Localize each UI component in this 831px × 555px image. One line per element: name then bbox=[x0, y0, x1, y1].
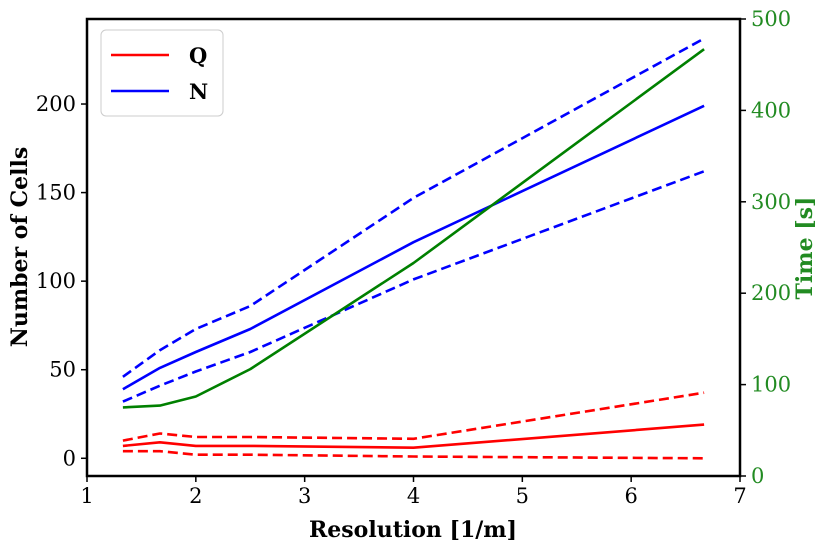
series-line-time bbox=[122, 48, 705, 409]
y-tick-label-50: 50 bbox=[49, 358, 76, 382]
series-line-n bbox=[122, 104, 705, 391]
plot-frame bbox=[85, 17, 742, 478]
series-line-q bbox=[122, 423, 705, 450]
series-line-q-lower bbox=[122, 449, 705, 460]
y2-tick-label-100: 100 bbox=[751, 373, 791, 397]
x-tick-label-2: 2 bbox=[189, 484, 202, 508]
x-tick-label-1: 1 bbox=[80, 484, 93, 508]
y2-tick-label-400: 400 bbox=[751, 98, 791, 122]
y-tick-label-200: 200 bbox=[36, 92, 76, 116]
y-tick-label-150: 150 bbox=[36, 181, 76, 205]
legend: Q N bbox=[100, 29, 224, 117]
y-tick-label-0: 0 bbox=[63, 446, 76, 470]
legend-n-label: N bbox=[189, 79, 208, 104]
series-line-n-lower bbox=[122, 170, 705, 403]
legend-q-label: Q bbox=[189, 43, 207, 68]
x-tick-label-3: 3 bbox=[298, 484, 311, 508]
y2-tick-label-0: 0 bbox=[751, 464, 764, 488]
series-layer bbox=[122, 37, 705, 460]
y2-tick-label-200: 200 bbox=[751, 281, 791, 305]
x-axis-label: Resolution [1/m] bbox=[309, 517, 517, 543]
x-tick-label-7: 7 bbox=[733, 484, 746, 508]
y2-tick-label-500: 500 bbox=[751, 7, 791, 31]
x-tick-label-4: 4 bbox=[407, 484, 420, 508]
x-tick-label-6: 6 bbox=[624, 484, 637, 508]
legend-box bbox=[100, 29, 224, 117]
series-line-n-upper bbox=[122, 37, 705, 378]
y2-axis-label: Time [s] bbox=[792, 197, 818, 300]
y-tick-label-100: 100 bbox=[36, 269, 76, 293]
series-line-q-upper bbox=[122, 391, 705, 442]
x-tick-label-5: 5 bbox=[516, 484, 529, 508]
y-axis-label: Number of Cells bbox=[7, 147, 33, 347]
y2-tick-label-300: 300 bbox=[751, 190, 791, 214]
